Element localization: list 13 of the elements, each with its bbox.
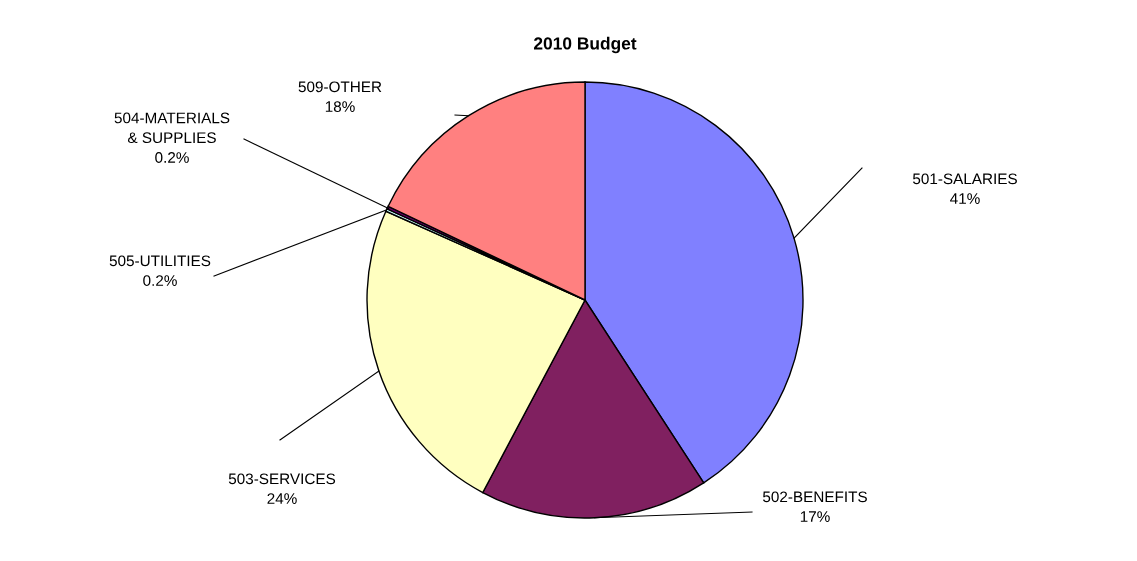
data-label: 41% [950, 193, 980, 204]
slice-label: 509-OTHER [298, 81, 382, 93]
slice-label: 504-MATERIALS & SUPPLIES [114, 112, 230, 144]
data-label: 24% [267, 493, 297, 504]
data-label: 18% [325, 101, 355, 112]
slice-label: 505-UTILITIES [109, 255, 211, 267]
data-label: 0.2% [143, 275, 177, 286]
slice-label: 502-BENEFITS [762, 491, 867, 503]
data-label: 0.2% [155, 152, 189, 163]
slice-label: 503-SERVICES [228, 473, 336, 485]
slice-label: 501-SALARIES [912, 173, 1017, 185]
chart-title: 2010 Budget [533, 36, 637, 54]
data-label: 17% [800, 511, 830, 522]
